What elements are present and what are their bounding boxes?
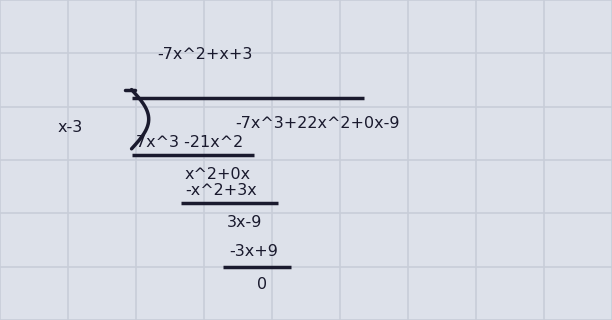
Text: x-3: x-3 [58,121,83,135]
Text: 7x^3 -21x^2: 7x^3 -21x^2 [136,135,243,150]
Text: 0: 0 [257,277,267,292]
Text: -7x^3+22x^2+0x-9: -7x^3+22x^2+0x-9 [236,116,400,131]
Text: -3x+9: -3x+9 [230,244,278,259]
Text: x^2+0x: x^2+0x [185,167,251,182]
Text: -x^2+3x: -x^2+3x [185,183,256,198]
Text: 3x-9: 3x-9 [226,215,262,230]
Text: -7x^2+x+3: -7x^2+x+3 [157,47,253,62]
